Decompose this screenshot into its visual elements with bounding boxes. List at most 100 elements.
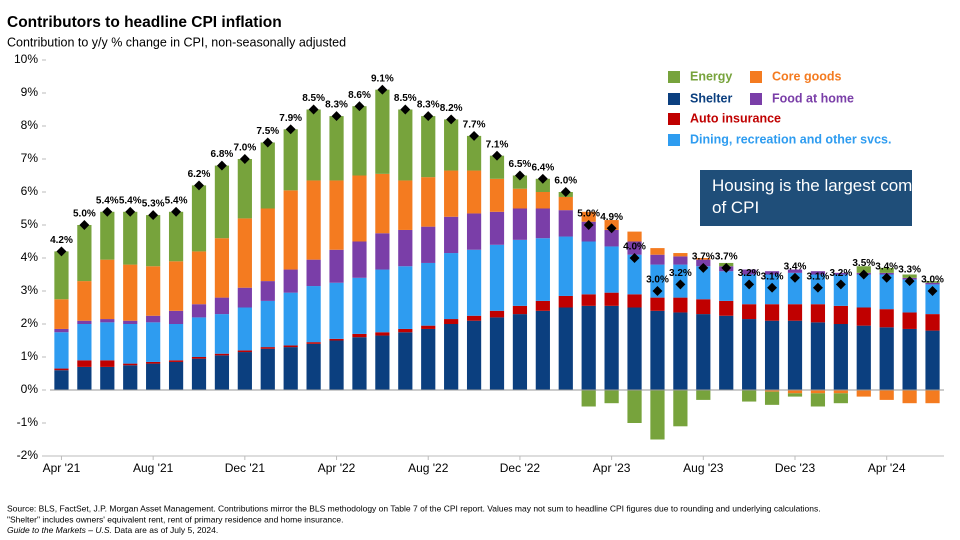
bar-segment <box>581 221 596 242</box>
bar-segment <box>329 338 344 341</box>
bar-segment <box>764 304 780 321</box>
bar-segment <box>375 269 390 333</box>
headline-marker <box>698 262 709 273</box>
bar-segment <box>604 246 619 293</box>
headline-marker <box>537 173 548 184</box>
bar-segment <box>512 314 528 390</box>
bar-segment <box>237 352 252 390</box>
bar-segment <box>283 347 298 390</box>
bar-segment <box>421 325 436 329</box>
bar-segment <box>673 312 688 390</box>
bar-segment <box>237 159 252 219</box>
bar-segment <box>833 274 848 306</box>
bar-segment <box>810 304 826 323</box>
bar-segment <box>764 390 780 392</box>
bar-segment <box>146 266 161 316</box>
headline-marker <box>79 220 90 230</box>
bar-segment <box>650 297 665 311</box>
bar-segment <box>329 249 344 283</box>
bar-segment <box>902 274 917 278</box>
headline-marker <box>583 220 594 230</box>
bar-segment <box>214 238 230 298</box>
headline-marker <box>216 160 227 171</box>
y-tick-label: 0% <box>21 382 39 396</box>
bar-segment <box>879 274 894 310</box>
headline-marker <box>812 282 823 293</box>
bar-segment <box>237 307 252 351</box>
bar-segment <box>535 208 550 239</box>
bar-segment <box>398 229 413 267</box>
bar-segment <box>650 248 665 255</box>
headline-marker <box>881 272 892 283</box>
x-tick-label: Aug '21 <box>133 461 174 475</box>
bar-segment <box>558 307 573 390</box>
bar-segment <box>627 294 642 308</box>
bar-segment <box>398 180 413 230</box>
bar-segment <box>673 390 688 427</box>
headline-marker <box>606 223 617 234</box>
headline-marker <box>858 269 869 280</box>
chart-title: Contributors to headline CPI inflation <box>7 14 282 31</box>
y-tick-label: -2% <box>17 448 39 462</box>
legend-label: Dining, recreation and other svcs. <box>690 132 891 146</box>
bar-segment <box>214 314 230 354</box>
bar-segment <box>742 304 757 320</box>
x-tick-label: Dec '21 <box>225 461 266 475</box>
bar-segment <box>260 208 275 282</box>
bar-segment <box>123 264 138 321</box>
headline-label: 3.2% <box>829 268 852 279</box>
bar-segment <box>696 314 711 390</box>
bar-segment <box>123 365 138 390</box>
annotation: Housing is the largest component of CPI <box>712 176 960 217</box>
bar-segment <box>650 310 665 390</box>
bar-segment <box>833 324 848 390</box>
legend-swatch <box>668 71 680 83</box>
bar-segment <box>146 361 161 364</box>
headline-label: 3.7% <box>715 252 738 263</box>
bar-segment <box>466 315 482 321</box>
bar-segment <box>810 390 826 394</box>
legend-label: Shelter <box>690 91 733 105</box>
bar-segment <box>100 322 115 361</box>
bar-segment <box>352 333 367 338</box>
x-tick-label: Dec '23 <box>775 461 816 475</box>
bar-segment <box>421 262 436 326</box>
bar-segment <box>306 342 321 344</box>
headline-label: 3.4% <box>875 261 898 272</box>
bar-segment <box>764 271 780 275</box>
bar-segment <box>306 109 321 181</box>
bar-segment <box>810 393 826 407</box>
bar-segment <box>283 269 298 293</box>
headline-label: 3.0% <box>921 275 944 286</box>
bar-segment <box>742 274 757 305</box>
bar-segment <box>558 295 573 308</box>
bar-segment <box>719 271 734 301</box>
footnote-italic: Guide to the Markets – U.S. <box>7 525 112 535</box>
bar-segment <box>489 211 505 245</box>
y-tick-label: 4% <box>21 250 39 264</box>
bar-segment <box>489 155 505 179</box>
bar-segment <box>398 328 413 333</box>
headline-label: 8.6% <box>348 90 371 101</box>
bar-segment <box>100 319 115 323</box>
bar-segment <box>283 129 298 191</box>
bar-segment <box>54 332 69 369</box>
bar-segment <box>329 282 344 339</box>
bar-segment <box>787 272 803 305</box>
headline-label: 6.5% <box>509 159 532 170</box>
bar-segment <box>787 320 803 390</box>
bar-segment <box>54 368 69 371</box>
bar-segment <box>421 177 436 227</box>
headline-label: 3.4% <box>784 261 807 272</box>
x-tick-label: Apr '21 <box>43 461 81 475</box>
bar-segment <box>512 305 528 315</box>
bar-segment <box>237 218 252 288</box>
headline-label: 6.4% <box>531 162 554 173</box>
bar-segment <box>512 239 528 306</box>
bar-segment <box>650 254 665 265</box>
bar-segment <box>306 259 321 287</box>
headline-label: 6.8% <box>211 149 234 160</box>
bar-segment <box>787 304 803 321</box>
bar-segment <box>489 244 505 311</box>
bar-segment <box>306 180 321 260</box>
